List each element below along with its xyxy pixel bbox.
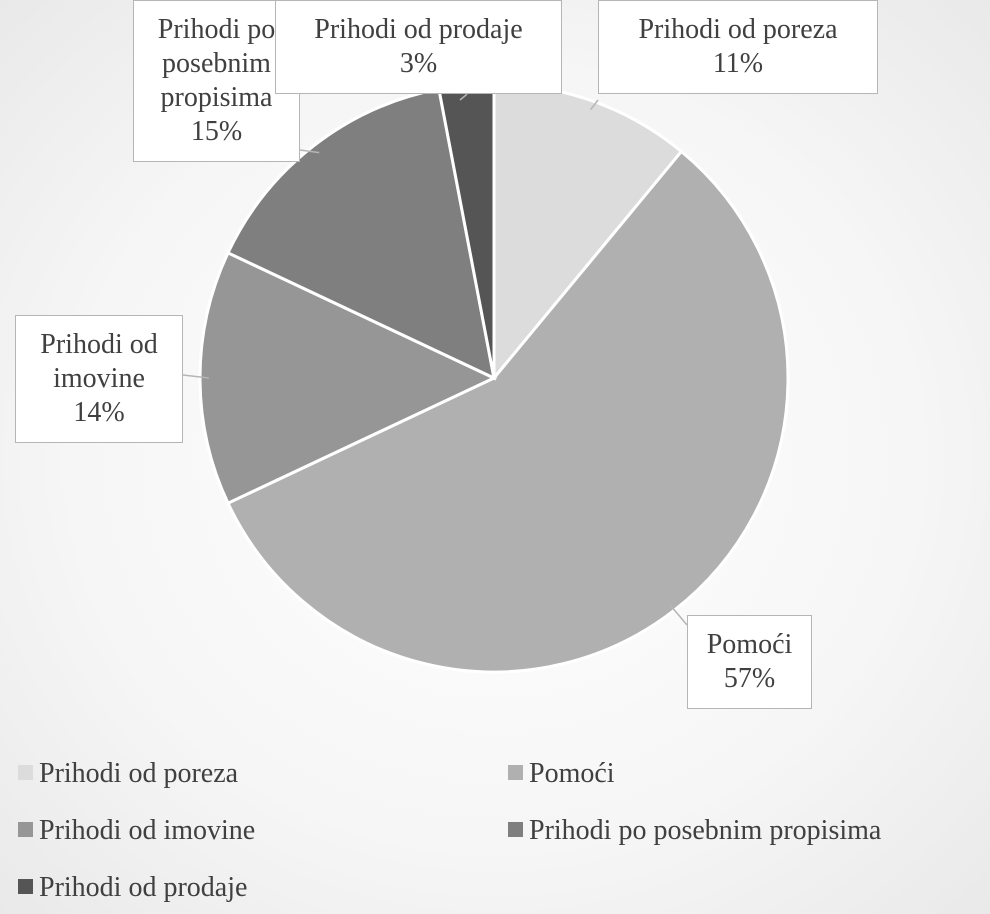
leader-line [590, 99, 599, 111]
pie-slice [198, 250, 498, 506]
callout-category: Prihodi od poreza [638, 14, 838, 45]
callout-value-row: 3% [282, 47, 555, 81]
data-callout: Prihodi po posebnim propisima 15% [133, 0, 300, 162]
callout-category: Prihodi po posebnim propisima [157, 14, 276, 113]
legend-item: Prihodi od imovine [18, 815, 255, 847]
legend-item: Prihodi po posebnim propisima [508, 815, 881, 847]
leader-line [668, 602, 688, 626]
leader-line [459, 93, 468, 101]
data-label: 57% [723, 663, 776, 694]
leader-line [299, 149, 320, 154]
legend-label: Prihodi od prodaje [39, 872, 248, 903]
data-label: 11% [712, 48, 764, 79]
data-label: 3% [399, 48, 438, 79]
legend-label: Prihodi po posebnim propisima [529, 815, 882, 846]
legend-item: Prihodi od poreza [18, 758, 238, 790]
data-callout: Prihodi od prodaje 3% [275, 0, 562, 94]
legend-label: Prihodi od imovine [39, 815, 256, 846]
pie-slice [225, 87, 497, 381]
legend-item: Pomoći [508, 758, 615, 790]
data-callout: Prihodi od imovine 14% [15, 315, 183, 443]
legend-label: Prihodi od poreza [39, 758, 239, 789]
callout-value-row: 57% [694, 662, 805, 696]
data-label: 14% [73, 397, 125, 428]
data-label: 15% [190, 116, 243, 147]
legend-swatch [508, 822, 523, 837]
legend-swatch [18, 879, 33, 894]
callout-value-row: 15% [140, 115, 293, 149]
callout-category: Pomoći [706, 629, 793, 660]
legend-swatch [18, 822, 33, 837]
legend-swatch [18, 765, 33, 780]
legend-item: Prihodi od prodaje [18, 872, 247, 904]
legend-label: Pomoći [529, 758, 615, 789]
callout-category: Prihodi od prodaje [314, 14, 523, 45]
callout-value-row: 14% [22, 396, 176, 430]
legend-swatch [508, 765, 523, 780]
callout-value-row: 11% [605, 47, 871, 81]
data-callout: Prihodi od poreza 11% [598, 0, 878, 94]
data-callout: Pomoći 57% [687, 615, 812, 709]
leader-line [182, 374, 209, 379]
callout-category: Prihodi od imovine [40, 329, 158, 394]
